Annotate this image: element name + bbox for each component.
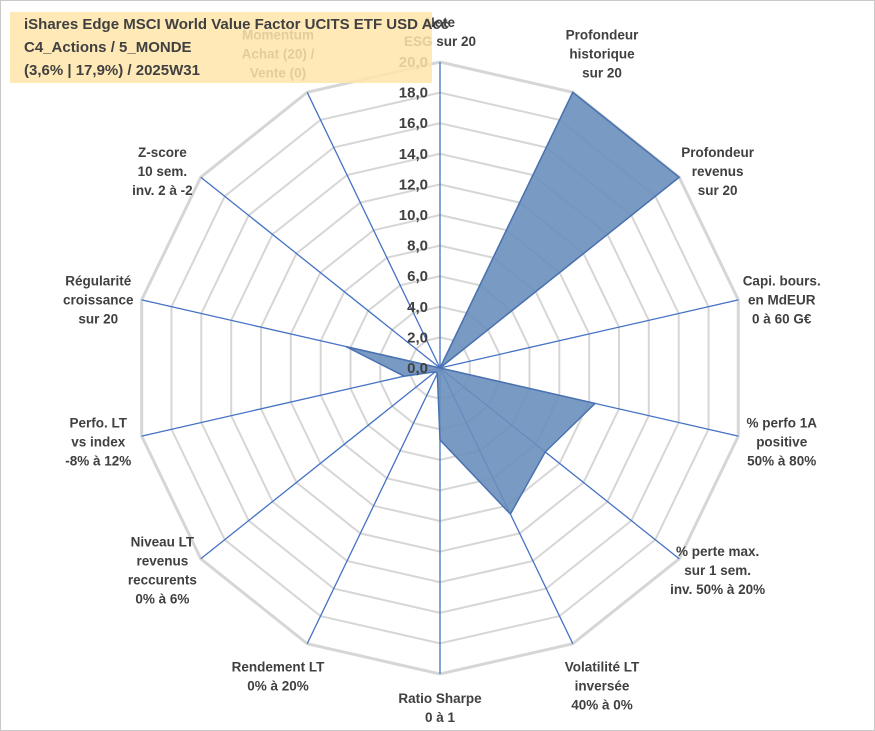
category-label: Capi. bours. en MdEUR 0 à 60 G€ [743,273,821,326]
category-label: Volatilité LT inversée 40% à 0% [565,659,640,712]
category-label-line: inv. 50% à 20% [670,582,765,597]
tick-label: 2,0 [407,329,428,346]
category-label: Perfo. LT vs index -8% à 12% [65,416,131,469]
category-label-line: % perte max. [676,544,759,559]
tick-label: 12,0 [399,176,428,193]
category-label-line: 0% à 20% [247,678,309,693]
category-label-line: inversée [575,678,630,693]
tick-label: 4,0 [407,299,428,316]
category-label-line: Régularité [65,273,132,288]
category-label-line: sur 20 [582,66,622,81]
category-label-line: sur 20 [78,311,118,326]
tick-label: 14,0 [399,146,428,163]
category-label-line: 0% à 6% [135,592,189,607]
tick-label: 10,0 [399,207,428,224]
tick-label: 18,0 [399,85,428,102]
category-label-line: Z-score [138,145,187,160]
category-label-line: Ratio Sharpe [398,691,482,706]
category-label: Rendement LT 0% à 20% [232,659,326,693]
chart-title-line-2: C4_Actions / 5_MONDE [24,39,192,56]
radar-spoke [439,299,739,369]
radar-series [345,91,681,516]
category-label-line: Note [425,15,455,30]
category-label-line: Volatilité LT [565,659,640,674]
category-label-line: positive [756,435,808,450]
category-label-line: Rendement LT [232,659,326,674]
category-label-line: 10 sem. [138,164,188,179]
category-label-line: sur 20 [698,183,738,198]
category-label-line: Profondeur [681,145,754,160]
category-label-line: Capi. bours. [743,273,821,288]
category-label-line: reccurents [128,573,197,588]
category-label: Z-score 10 sem. inv. 2 à -2 [132,145,193,198]
category-label-line: revenus [692,164,744,179]
chart-title-line-3: (3,6% | 17,9%) / 2025W31 [24,62,200,79]
category-label-line: 0 à 60 G€ [752,311,812,326]
category-label-line: Niveau LT [131,535,195,550]
category-label: Profondeur revenus sur 20 [681,145,754,198]
category-label: Profondeur historique sur 20 [566,28,639,81]
chart-title-line-1: iShares Edge MSCI World Value Factor UCI… [24,16,450,33]
category-label-line: revenus [137,554,189,569]
radar-spoke [200,176,441,369]
category-label-line: 40% à 0% [571,697,633,712]
category-label-line: Perfo. LT [70,416,128,431]
category-label: Ratio Sharpe 0 à 1 [398,691,482,725]
series-area [345,91,681,516]
category-label-line: % perfo 1A [746,416,817,431]
tick-label: 8,0 [407,238,428,255]
category-label-line: en MdEUR [748,292,816,307]
category-label-line: 50% à 80% [747,454,816,469]
category-label-line: historique [569,47,635,62]
radar-spoke [200,367,441,560]
category-label-line: sur 1 sem. [684,563,751,578]
category-label: Niveau LT revenus reccurents 0% à 6% [128,535,197,607]
category-label-line: inv. 2 à -2 [132,183,193,198]
category-label-line: Profondeur [566,28,639,43]
category-label: % perte max. sur 1 sem. inv. 50% à 20% [670,544,765,597]
category-label-line: -8% à 12% [65,454,131,469]
radar-spoke [306,367,441,644]
category-label-line: vs index [71,435,126,450]
category-label: Régularité croissance sur 20 [63,273,134,326]
radar-spoke [306,92,441,369]
tick-label: 6,0 [407,268,428,285]
tick-label: 0,0 [407,360,428,377]
radial-tick-labels: 0,02,04,06,08,010,012,014,016,018,020,0 [399,54,428,377]
tick-label: 16,0 [399,115,428,132]
category-label-line: croissance [63,292,134,307]
radar-spoke [141,367,441,437]
chart-title-box: iShares Edge MSCI World Value Factor UCI… [10,12,449,83]
category-label-line: 0 à 1 [425,710,456,725]
category-label: % perfo 1A positive 50% à 80% [746,416,817,469]
